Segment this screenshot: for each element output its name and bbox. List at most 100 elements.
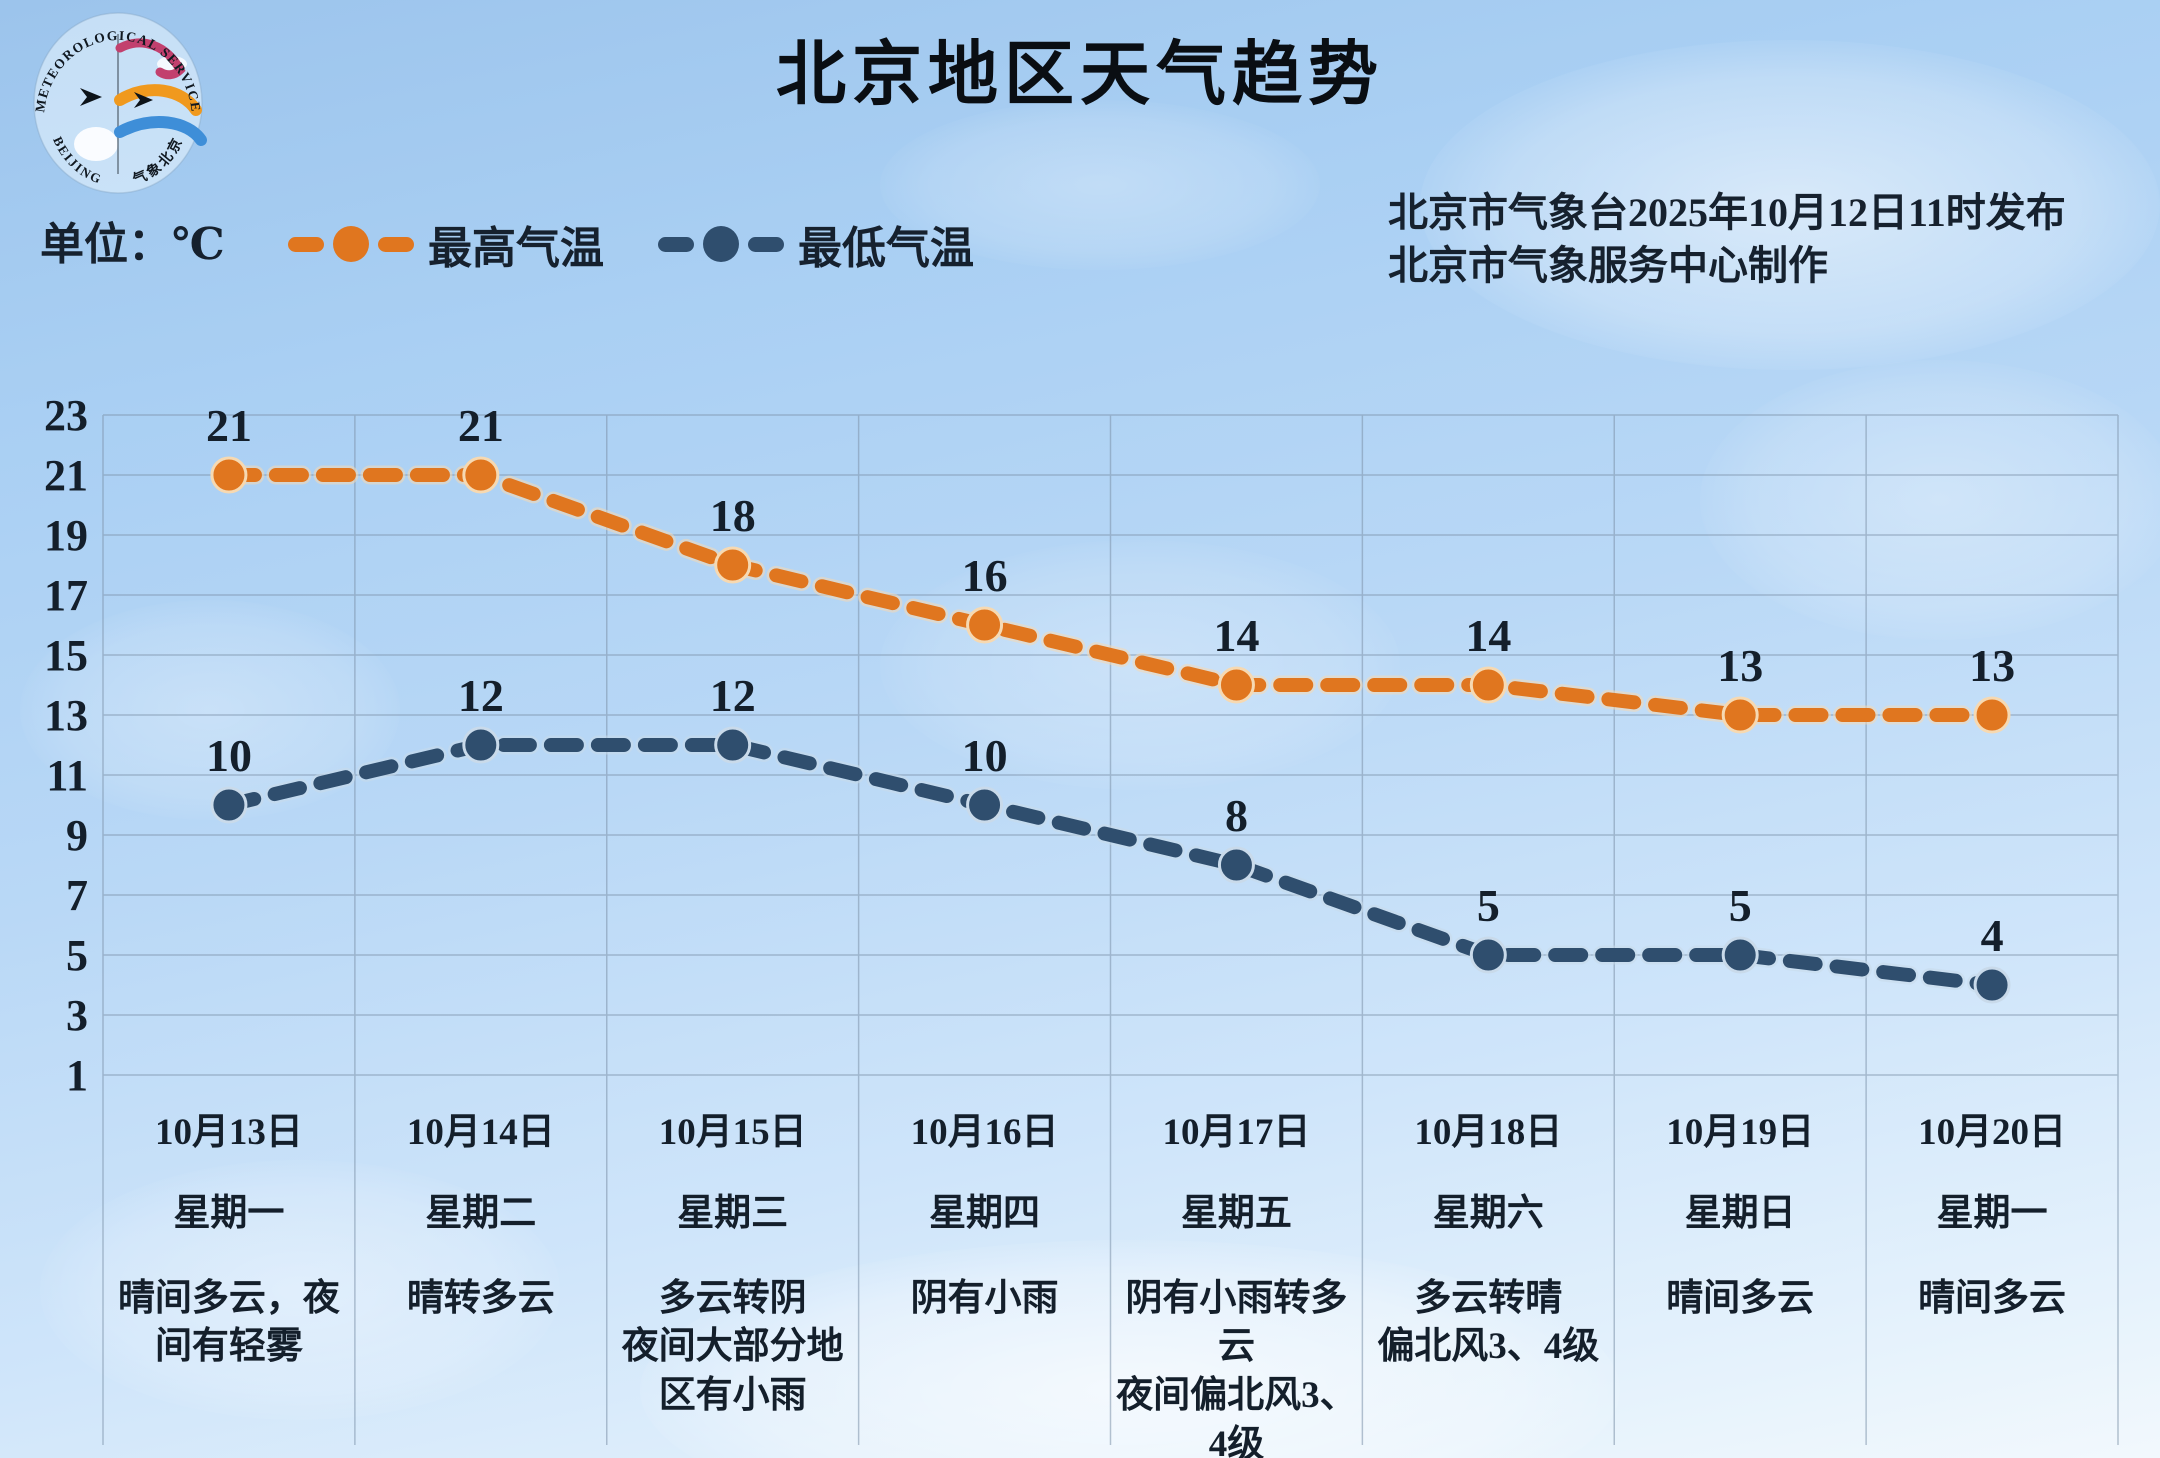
legend-dash-icon <box>378 236 414 252</box>
legend-label-high: 最高气温 <box>428 224 604 273</box>
data-point-marker <box>1217 666 1255 704</box>
day-weekday: 星期六 <box>1432 1192 1544 1234</box>
day-column: 10月13日 星期一晴间多云，夜间有轻雾 <box>103 1095 355 1372</box>
low-temp-line-swatch <box>658 226 784 262</box>
value-label: 21 <box>206 400 252 451</box>
y-tick-label: 5 <box>66 931 88 980</box>
data-point-marker <box>1721 696 1759 734</box>
value-label: 10 <box>206 730 252 781</box>
day-date: 10月16日 <box>910 1112 1059 1153</box>
weather-description-line: 晴转多云 <box>406 1277 555 1319</box>
data-point-marker <box>966 606 1004 644</box>
weather-description-line: 晴间多云，夜间有轻雾 <box>117 1277 340 1368</box>
data-point-marker <box>210 456 248 494</box>
day-weather-description: 晴间多云，夜间有轻雾 <box>105 1275 353 1373</box>
data-point-marker <box>1973 966 2011 1004</box>
weather-description-line: 晴间多云 <box>1666 1277 1815 1319</box>
weather-description-line: 多云转阴 <box>658 1277 807 1319</box>
high-temp-line <box>221 468 2000 722</box>
day-weekday: 星期五 <box>1180 1192 1292 1234</box>
value-label: 12 <box>710 670 756 721</box>
logo-cloud-shape <box>74 127 118 161</box>
weather-description-line: 阴有小雨 <box>910 1277 1059 1319</box>
day-column: 10月15日 星期三多云转阴夜间大部分地区有小雨 <box>607 1095 859 1421</box>
day-column: 10月16日 星期四阴有小雨 <box>859 1095 1111 1323</box>
y-tick-label: 19 <box>44 511 88 560</box>
day-date: 10月19日 <box>1666 1112 1815 1153</box>
day-date: 10月17日 <box>1162 1112 1311 1153</box>
logo-bird-shape <box>80 88 102 106</box>
day-weekday: 星期一 <box>1936 1192 2048 1234</box>
value-label: 14 <box>1213 610 1259 661</box>
beijing-meteorological-logo: METEOROLOGICAL SERVICE BEIJING 气象北京 <box>32 12 207 194</box>
y-tick-label: 23 <box>44 391 88 440</box>
unit-label: 单位：℃ <box>40 220 225 269</box>
y-tick-label: 15 <box>44 631 88 680</box>
day-weather-description: 阴有小雨 <box>911 1275 1059 1324</box>
data-point-marker <box>966 786 1004 824</box>
day-weather-description: 阴有小雨转多云 夜间偏北风3、4级 <box>1113 1275 1361 1458</box>
weather-description-line: 阴有小雨转多云 <box>1125 1277 1348 1368</box>
weather-description-line: 晴间多云 <box>1918 1277 2067 1319</box>
value-label: 21 <box>458 400 504 451</box>
logo-swoosh-blue <box>114 116 207 146</box>
value-label: 13 <box>1717 640 1763 691</box>
data-point-marker <box>462 456 500 494</box>
legend-item-high-temp: 最高气温 <box>288 212 604 276</box>
day-date: 10月14日 <box>406 1112 555 1153</box>
day-date: 10月15日 <box>658 1112 807 1153</box>
y-tick-label: 13 <box>44 691 88 740</box>
issue-line-2: 北京市气象服务中心制作 <box>1388 243 1828 289</box>
legend-dot-icon <box>703 226 739 262</box>
chart-legend: 最高气温 最低气温 <box>288 212 974 276</box>
day-column: 10月18日 星期六多云转晴偏北风3、4级 <box>1362 1095 1614 1372</box>
logo-swoosh-red <box>115 38 186 80</box>
day-weekday: 星期一 <box>173 1192 285 1234</box>
legend-dash-icon <box>658 236 694 252</box>
chart-gridlines <box>102 414 2119 1445</box>
day-weather-description: 晴转多云 <box>407 1275 555 1324</box>
day-weekday: 星期二 <box>425 1192 537 1234</box>
data-point-marker <box>1217 846 1255 884</box>
day-column: 10月14日 星期二晴转多云 <box>355 1095 607 1323</box>
data-point-marker <box>714 546 752 584</box>
legend-dash-icon <box>288 236 324 252</box>
low-temp-line <box>221 738 2000 992</box>
weather-description-line: 多云转晴 <box>1414 1277 1563 1319</box>
value-label: 12 <box>458 670 504 721</box>
value-label: 18 <box>710 490 756 541</box>
high-temp-line-swatch <box>288 226 414 262</box>
day-weekday: 星期三 <box>677 1192 789 1234</box>
y-tick-label: 17 <box>44 571 88 620</box>
day-date: 10月13日 <box>154 1112 303 1153</box>
page-title: 北京地区天气趋势 <box>776 37 1384 114</box>
y-tick-label: 21 <box>44 451 88 500</box>
day-column: 10月19日 星期日晴间多云 <box>1614 1095 1866 1323</box>
value-label: 5 <box>1729 880 1752 931</box>
day-date: 10月20日 <box>1918 1112 2067 1153</box>
y-tick-label: 9 <box>66 811 88 860</box>
legend-dash-icon <box>748 236 784 252</box>
day-weather-description: 多云转晴偏北风3、4级 <box>1377 1275 1599 1373</box>
day-weather-description: 多云转阴夜间大部分地区有小雨 <box>609 1275 857 1421</box>
value-label: 10 <box>962 730 1008 781</box>
weather-description-line: 夜间大部分地区有小雨 <box>621 1326 844 1417</box>
legend-label-low: 最低气温 <box>798 224 974 273</box>
y-tick-label: 11 <box>46 751 88 800</box>
data-point-marker <box>210 786 248 824</box>
day-column: 10月20日 星期一晴间多云 <box>1866 1095 2118 1323</box>
weather-description-line: 偏北风3、4级 <box>1377 1326 1600 1368</box>
value-label: 16 <box>962 550 1008 601</box>
data-point-marker <box>1469 666 1507 704</box>
data-point-marker <box>1973 696 2011 734</box>
legend-dot-icon <box>333 226 369 262</box>
day-weekday: 星期日 <box>1684 1192 1796 1234</box>
value-label: 4 <box>1981 910 2004 961</box>
data-point-marker <box>462 726 500 764</box>
day-weekday: 星期四 <box>929 1192 1041 1234</box>
day-weather-description: 晴间多云 <box>1666 1275 1814 1324</box>
value-label: 14 <box>1465 610 1511 661</box>
day-date: 10月18日 <box>1414 1112 1563 1153</box>
